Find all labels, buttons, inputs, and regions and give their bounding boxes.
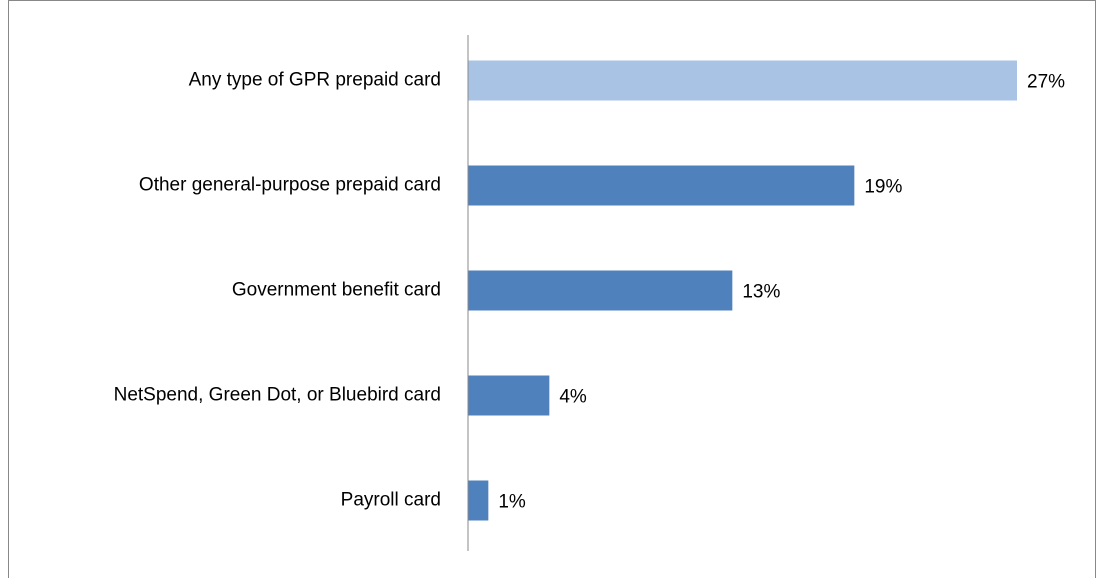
value-label: 4%: [559, 387, 587, 408]
chart-frame: [8, 0, 1096, 578]
bar: [468, 480, 489, 521]
category-label: Government benefit card: [232, 280, 441, 301]
category-label: Payroll card: [341, 490, 441, 511]
category-label: Any type of GPR prepaid card: [189, 70, 441, 91]
category-label: Other general-purpose prepaid card: [139, 175, 441, 196]
bar: [468, 165, 855, 206]
value-label: 13%: [742, 282, 780, 303]
value-label: 27%: [1027, 72, 1065, 93]
bar: [468, 270, 733, 311]
category-label: NetSpend, Green Dot, or Bluebird card: [114, 385, 441, 406]
bar: [468, 60, 1017, 101]
bar: [468, 375, 550, 416]
value-label: 19%: [864, 177, 902, 198]
value-label: 1%: [498, 492, 526, 513]
